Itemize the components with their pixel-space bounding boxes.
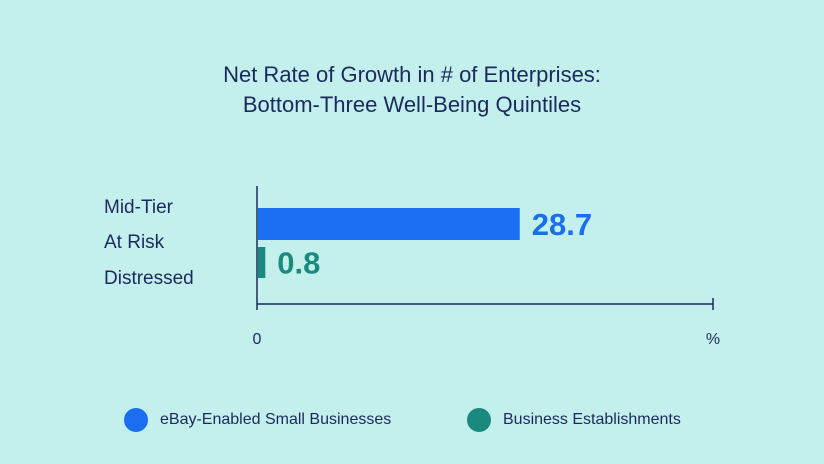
legend-item-ebay: eBay-Enabled Small Businesses (124, 406, 391, 434)
chart-legend: eBay-Enabled Small Businesses Business E… (0, 406, 824, 434)
category-label-mid-tier: Mid-Tier (104, 197, 174, 218)
bar-business (258, 247, 266, 278)
legend-swatch-business (467, 408, 491, 432)
x-tick-label-start: 0 (253, 331, 262, 348)
legend-swatch-ebay (124, 408, 148, 432)
category-label-distressed: Distressed (104, 268, 194, 289)
legend-item-business: Business Establishments (467, 406, 681, 434)
chart-title-line-2: Bottom-Three Well-Being Quintiles (242, 92, 582, 117)
x-tick-label-end: % (706, 331, 720, 348)
chart-title-line-1: Net Rate of Growth in # of Enterprises: (223, 62, 601, 87)
category-label-at-risk: At Risk (104, 232, 165, 253)
chart-title: Net Rate of Growth in # of Enterprises: … (0, 60, 824, 120)
legend-label-business: Business Establishments (503, 411, 681, 428)
data-label-business: 0.8 (277, 246, 320, 281)
data-label-ebay: 28.7 (532, 207, 592, 242)
legend-label-ebay: eBay-Enabled Small Businesses (160, 411, 392, 428)
bar-ebay (258, 208, 520, 240)
